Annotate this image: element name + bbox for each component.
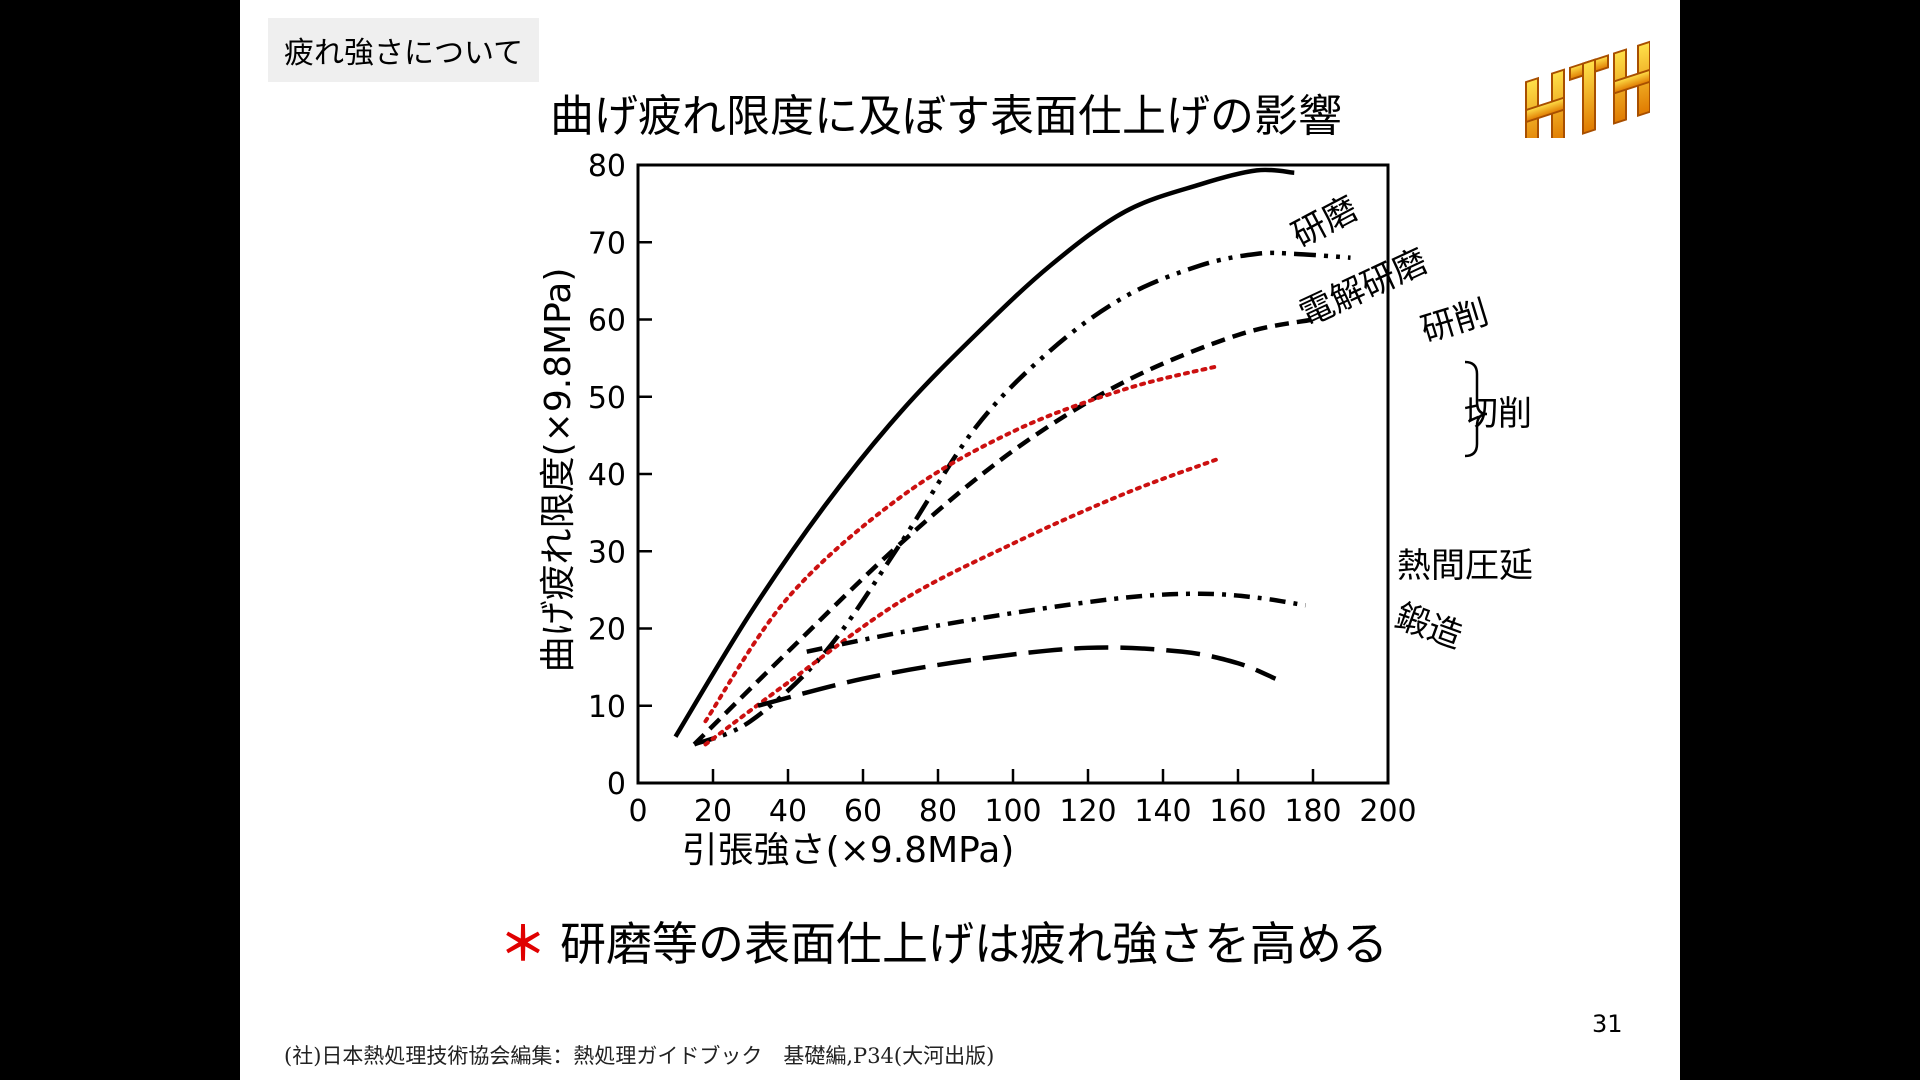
series-line-2	[693, 250, 1351, 747]
series-line-1	[673, 167, 1295, 738]
x-tick-label: 0	[628, 794, 647, 829]
x-tick-label: 120	[1059, 794, 1116, 829]
y-tick-label: 80	[588, 149, 626, 184]
x-tick-label: 180	[1284, 794, 1341, 829]
cutting-bracket	[1464, 360, 1488, 458]
curve-label: 鍛造	[1390, 596, 1468, 657]
x-axis-label: 引張強さ(×9.8MPa)	[682, 830, 1015, 871]
asterisk-icon: ＊	[500, 917, 546, 971]
series-line-4	[703, 363, 1222, 724]
y-tick-label: 10	[588, 690, 626, 725]
section-label: 疲れ強さについて	[268, 18, 540, 82]
slide-title: 曲げ疲れ限度に及ぼす表面仕上げの影響	[550, 91, 1342, 142]
curve-label: 切削	[1464, 394, 1532, 434]
series-line-6	[806, 591, 1306, 654]
y-tick-label: 20	[588, 613, 626, 648]
x-tick-label: 80	[919, 794, 957, 829]
series-line-7	[757, 645, 1277, 708]
x-tick-label: 40	[769, 794, 807, 829]
page-number: 31	[1592, 1010, 1623, 1038]
curve-label: 研磨	[1285, 189, 1364, 256]
x-tick-label: 100	[984, 794, 1041, 829]
x-tick-label: 60	[844, 794, 882, 829]
series-line-3	[692, 317, 1314, 746]
fatigue-chart: 0 20 40 60 80 100 120 140 160 180 200 0 10 20 30 40 50 60…	[538, 149, 1533, 871]
x-tick-label: 160	[1209, 794, 1266, 829]
y-tick-label: 40	[588, 458, 626, 493]
y-tick-label: 0	[607, 767, 626, 802]
series-line-5	[703, 456, 1222, 747]
x-tick-label: 20	[694, 794, 732, 829]
slide: 疲れ強さについて 曲げ疲れ限度に及ぼす表面仕上げの影響 0 20 40 60 80 100…	[240, 0, 1680, 1080]
y-tick-label: 30	[588, 535, 626, 570]
curve-label: 研削	[1416, 292, 1493, 350]
hth-logo	[1525, 40, 1650, 138]
conclusion-note: ＊ 研磨等の表面仕上げは疲れ強さを高める	[500, 908, 1388, 974]
y-axis-label: 曲げ疲れ限度(×9.8MPa)	[538, 268, 579, 673]
source-citation: (社)日本熱処理技術協会編集：熱処理ガイドブック 基礎編,P34(大河出版)	[284, 1044, 995, 1068]
note-text: 研磨等の表面仕上げは疲れ強さを高める	[560, 917, 1388, 971]
y-tick-label: 60	[588, 304, 626, 339]
y-tick-label: 70	[588, 226, 626, 261]
y-tick-label: 50	[588, 381, 626, 416]
x-tick-label: 140	[1134, 794, 1191, 829]
curve-label: 熱間圧延	[1397, 546, 1533, 586]
x-tick-label: 200	[1359, 794, 1416, 829]
